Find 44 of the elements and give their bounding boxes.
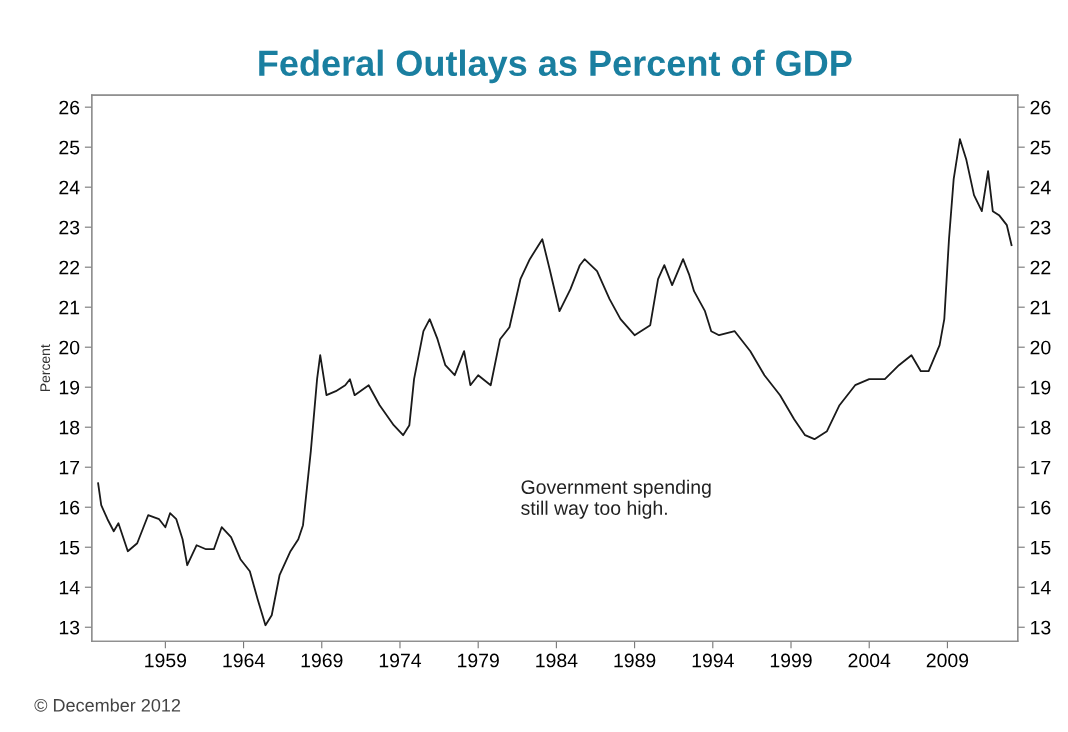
y-tick-label: 20 <box>59 340 80 355</box>
chart-title: Federal Outlays as Percent of GDP <box>259 49 852 84</box>
y2-tick-label: 25 <box>1030 140 1051 155</box>
y2-tick-label: 19 <box>1031 380 1051 395</box>
y-tick-label: 13 <box>59 620 80 635</box>
y2-tick-label: 20 <box>1030 340 1051 355</box>
y-tick-label: 17 <box>59 460 80 475</box>
y2-tick-label: 22 <box>1030 260 1051 275</box>
y2-tick-label: 21 <box>1030 300 1051 315</box>
y-tick-label: 19 <box>59 380 80 395</box>
x-tick-label: 2009 <box>926 653 969 668</box>
y2-tick-label: 13 <box>1031 620 1051 635</box>
y-tick-label: 18 <box>59 420 80 435</box>
y-tick-label: 26 <box>59 100 80 115</box>
line-series <box>97 138 1013 627</box>
annotation: Government spending still way too high. <box>521 479 711 519</box>
text: © December 2012 <box>34 698 181 712</box>
x-tick-label: 1994 <box>692 653 734 668</box>
x-tick-label: 1959 <box>145 653 187 668</box>
y2-tick-label: 18 <box>1031 420 1051 435</box>
y-tick-label: 14 <box>59 580 80 595</box>
x-tick-label: 1984 <box>536 653 578 668</box>
y2-tick-label: 16 <box>1031 500 1051 515</box>
y-tick-label: 16 <box>59 500 80 515</box>
x-tick-label: 1964 <box>223 653 265 668</box>
y-tick-label: 21 <box>59 300 80 315</box>
y2-tick-label: 24 <box>1030 180 1051 195</box>
y-tick-label: 24 <box>59 180 80 195</box>
y2-tick-label: 15 <box>1031 540 1051 555</box>
x-tick-label: 1989 <box>614 653 656 668</box>
y-tick-label: 15 <box>59 540 80 555</box>
y2-tick-label: 14 <box>1031 580 1051 595</box>
y-tick-label: 22 <box>59 260 80 275</box>
x-tick-label: 1979 <box>458 653 499 668</box>
y2-tick-label: 17 <box>1031 460 1051 475</box>
y2-tick-label: 26 <box>1030 100 1051 115</box>
y-axis-title: Percent <box>40 344 51 391</box>
x-tick-label: 2004 <box>848 653 891 668</box>
y-tick-label: 23 <box>59 220 80 235</box>
x-tick-label: 1974 <box>379 653 422 668</box>
y2-tick-label: 23 <box>1030 220 1051 235</box>
x-tick-label: 1999 <box>770 653 812 668</box>
x-tick-label: 1969 <box>301 653 343 668</box>
y-tick-label: 25 <box>59 140 80 155</box>
